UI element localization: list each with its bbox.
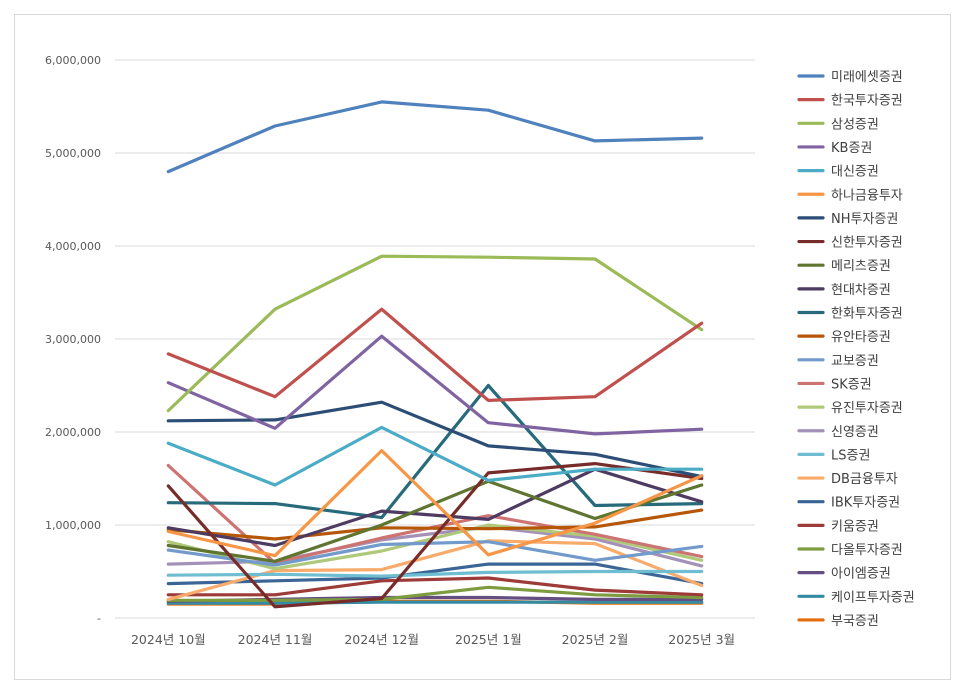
series-line (166, 449, 704, 558)
legend-label: 신한투자증권 (831, 236, 903, 251)
series-line (166, 467, 704, 548)
y-tick-label: 2,000,000 (45, 426, 101, 439)
series-line (166, 562, 704, 586)
legend-label: 삼성증권 (831, 117, 879, 132)
x-tick-label: 2025년 2월 (562, 632, 629, 647)
series-line (166, 540, 704, 567)
series-line (166, 334, 704, 436)
series-line (166, 600, 704, 605)
legend-label: 유안타증권 (831, 330, 891, 345)
series-line (166, 383, 704, 520)
legend-label: IBK투자증권 (831, 496, 900, 511)
legend-label: 한국투자증권 (831, 94, 903, 109)
legend-label: 대신증권 (831, 165, 879, 180)
y-tick-label: 6,000,000 (45, 54, 101, 67)
legend-label: 아이엠증권 (831, 567, 891, 582)
series-line (166, 462, 704, 609)
y-tick-label: 4,000,000 (45, 240, 101, 253)
x-tick-label: 2025년 1월 (455, 632, 522, 647)
legend-label: 하나금융투자 (831, 188, 903, 203)
x-tick-label: 2024년 12월 (344, 632, 419, 647)
legend-label: 현대차증권 (831, 283, 891, 298)
legend-label: 교보증권 (831, 354, 879, 369)
legend-label: DB금융투자 (831, 472, 898, 487)
legend-label: 한화투자증권 (831, 307, 903, 322)
y-tick-label: 1,000,000 (45, 519, 101, 532)
series-line (166, 254, 704, 413)
legend-label: 다올투자증권 (831, 543, 903, 558)
legend-label: 키움증권 (831, 519, 879, 534)
y-tick-label: 3,000,000 (45, 333, 101, 346)
series-line (166, 100, 704, 174)
x-tick-label: 2025년 3월 (668, 632, 735, 647)
legend-label: 케이프투자증권 (831, 590, 915, 605)
series-line (166, 425, 704, 487)
series-lines (166, 100, 704, 609)
legend-label: 메리츠증권 (831, 259, 891, 274)
legend-label: KB증권 (831, 141, 872, 156)
y-axis-tick-labels: - 1,000,000 2,000,000 3,000,000 4,000,000 5,0… (45, 54, 101, 625)
x-axis-tick-labels: 2024년 10월 2024년 11월 2024년 12월 2025년 1월 2025년… (131, 632, 735, 647)
series-line (166, 400, 704, 479)
legend-label: SK증권 (831, 377, 872, 392)
legend-label: LS증권 (831, 448, 870, 463)
y-tick-label: 5,000,000 (45, 147, 101, 160)
chart-frame: - 1,000,000 2,000,000 3,000,000 4,000,000 5,0… (14, 14, 951, 680)
series-line (166, 585, 704, 602)
legend-label: 부국증권 (831, 614, 879, 629)
x-tick-label: 2024년 10월 (131, 632, 206, 647)
x-tick-label: 2024년 11월 (238, 632, 313, 647)
legend-label: 미래에셋증권 (831, 70, 903, 85)
y-tick-label: - (97, 612, 101, 625)
series-line (166, 508, 704, 541)
legend-label: 신영증권 (831, 425, 879, 440)
line-chart: - 1,000,000 2,000,000 3,000,000 4,000,000 5,0… (45, 54, 915, 647)
legend-label: 유진투자증권 (831, 401, 903, 416)
legend-label: NH투자증권 (831, 212, 898, 227)
series-line (166, 307, 704, 402)
series-line (166, 576, 704, 597)
gridlines (115, 59, 755, 619)
series-line (166, 569, 704, 578)
